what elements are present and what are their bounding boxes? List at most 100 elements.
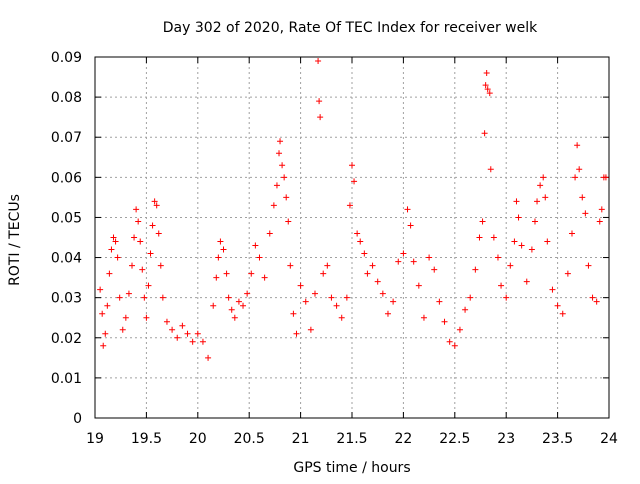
data-point [346, 202, 353, 209]
data-point [498, 282, 505, 289]
data-point [576, 166, 583, 173]
data-point [574, 142, 581, 149]
data-point [225, 294, 232, 301]
data-point [99, 310, 106, 317]
data-point [281, 174, 288, 181]
data-point [596, 218, 603, 225]
data-point [316, 98, 323, 105]
data-point [518, 242, 525, 249]
data-point [137, 238, 144, 245]
data-point [213, 274, 220, 281]
data-point [205, 354, 212, 361]
chart-title: Day 302 of 2020, Rate Of TEC Index for r… [163, 20, 538, 36]
data-point [240, 302, 247, 309]
x-tick-label: 21 [292, 431, 310, 447]
data-point [494, 254, 501, 261]
x-tick-label: 22.5 [439, 431, 470, 447]
data-point [589, 294, 596, 301]
data-point [602, 174, 609, 181]
data-point [384, 310, 391, 317]
data-point [210, 302, 217, 309]
data-point [112, 238, 119, 245]
data-point [531, 218, 538, 225]
data-point [390, 298, 397, 305]
data-point [585, 262, 592, 269]
x-tick-label: 21.5 [336, 431, 367, 447]
data-point [139, 266, 146, 273]
data-point [131, 234, 138, 241]
tick-layer: 19 19.5 20 20.5 21 21.5 22 22.5 23 23.5 24 0 0.01 0.0… [51, 50, 618, 447]
data-point [523, 278, 530, 285]
data-point [467, 294, 474, 301]
data-point [451, 342, 458, 349]
data-point [114, 254, 121, 261]
data-point [104, 302, 111, 309]
data-point [133, 206, 140, 213]
data-point [338, 314, 345, 321]
x-tick-label: 19 [86, 431, 104, 447]
data-point [364, 270, 371, 277]
data-point [315, 58, 322, 65]
x-tick-label: 24 [600, 431, 618, 447]
data-point [513, 198, 520, 205]
y-axis-label: ROTI / TECUs [7, 194, 23, 286]
data-point [482, 82, 489, 89]
data-point [564, 270, 571, 277]
data-point [287, 262, 294, 269]
data-point [568, 230, 575, 237]
data-point [220, 246, 227, 253]
data-point [598, 206, 605, 213]
data-point [277, 138, 284, 145]
plot-frame [94, 56, 610, 419]
data-point [357, 238, 364, 245]
y-tick-label: 0 [73, 411, 82, 427]
data-point [328, 294, 335, 301]
data-point [119, 326, 126, 333]
grid-layer [95, 57, 609, 418]
data-point [579, 194, 586, 201]
data-point [462, 306, 469, 313]
y-tick-label: 0.04 [51, 251, 82, 267]
data-point [456, 326, 463, 333]
data-point [189, 338, 196, 345]
data-point [199, 338, 206, 345]
data-point [151, 198, 158, 205]
data-point [276, 150, 283, 157]
data-point [97, 286, 104, 293]
data-point [511, 238, 518, 245]
data-point [135, 218, 142, 225]
data-point [486, 90, 493, 97]
x-axis-label: GPS time / hours [293, 460, 410, 476]
data-point [110, 234, 117, 241]
y-tick-label: 0.09 [51, 50, 82, 66]
data-point [549, 286, 556, 293]
data-point [231, 314, 238, 321]
data-point [431, 266, 438, 273]
data-point [407, 222, 414, 229]
data-point [481, 130, 488, 137]
data-point [122, 314, 129, 321]
x-tick-label: 23 [497, 431, 515, 447]
data-point [307, 326, 314, 333]
data-point [283, 194, 290, 201]
x-tick-label: 22 [394, 431, 412, 447]
data-point [374, 278, 381, 285]
data-point [153, 202, 160, 209]
data-point [415, 282, 422, 289]
data-point [147, 250, 154, 257]
data-point [476, 234, 483, 241]
data-point [572, 174, 579, 181]
data-point [116, 294, 123, 301]
data-point [174, 334, 181, 341]
data-point [141, 294, 148, 301]
data-point [404, 206, 411, 213]
data-point [143, 314, 150, 321]
data-point [157, 262, 164, 269]
data-point [155, 230, 162, 237]
data-point [184, 330, 191, 337]
data-point [528, 246, 535, 253]
data-point [351, 178, 358, 185]
data-point [395, 258, 402, 265]
